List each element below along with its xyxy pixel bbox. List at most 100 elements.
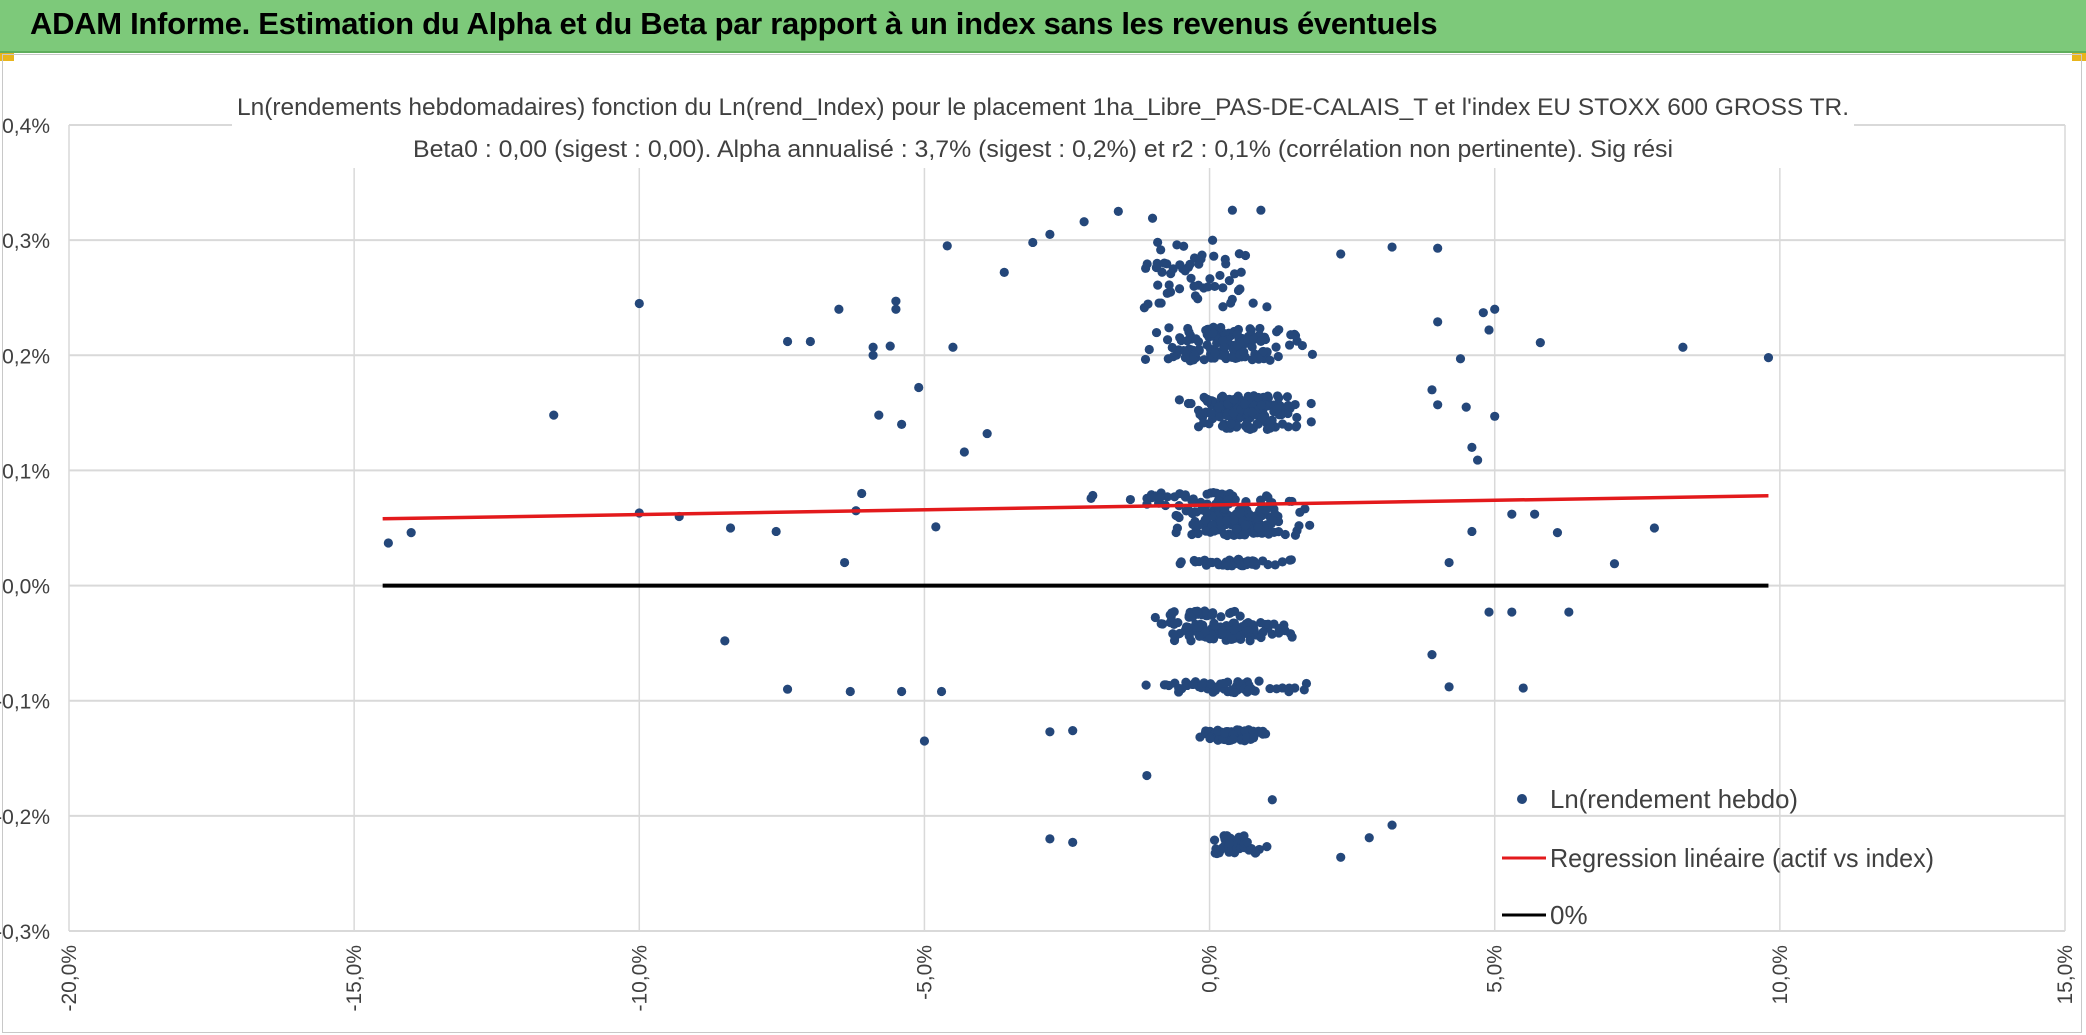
data-point xyxy=(1518,683,1528,693)
data-point xyxy=(1286,555,1296,565)
data-point xyxy=(1150,612,1160,623)
header-banner: ADAM Informe. Estimation du Alpha et du … xyxy=(0,0,2086,53)
data-point xyxy=(1227,205,1237,215)
data-point xyxy=(1227,294,1237,304)
legend-label-zero: 0% xyxy=(1550,900,1588,930)
data-point xyxy=(936,686,947,697)
data-point xyxy=(1530,509,1540,519)
data-point xyxy=(1258,346,1268,357)
data-point xyxy=(868,350,878,360)
data-point xyxy=(1239,347,1249,357)
legend-label-points: Ln(rendement hebdo) xyxy=(1550,784,1798,814)
data-point xyxy=(1068,726,1078,736)
data-point xyxy=(1229,515,1239,525)
data-point xyxy=(1188,679,1198,690)
data-point xyxy=(1239,831,1249,841)
data-point xyxy=(1202,489,1212,499)
data-point xyxy=(782,336,793,347)
y-tick-label: 0,4% xyxy=(2,115,50,138)
x-tick-label: 10,0% xyxy=(1769,945,1792,1005)
data-point xyxy=(1240,520,1251,530)
data-point xyxy=(982,428,992,439)
y-tick-label: 0,0% xyxy=(2,576,50,599)
data-point xyxy=(1272,403,1283,414)
data-point xyxy=(1282,392,1293,402)
data-point xyxy=(1433,243,1443,253)
data-point xyxy=(1248,726,1258,736)
data-point xyxy=(1207,610,1217,620)
data-point xyxy=(1209,251,1219,261)
data-point xyxy=(1193,622,1204,633)
data-point xyxy=(1271,342,1281,352)
data-point xyxy=(1045,229,1055,239)
data-point xyxy=(1763,352,1774,363)
corner-marker-left xyxy=(0,53,14,61)
data-point xyxy=(1274,628,1284,638)
data-point xyxy=(1433,400,1443,410)
x-tick-label: -10,0% xyxy=(628,945,651,1012)
data-point xyxy=(897,686,907,697)
data-point xyxy=(1245,324,1255,334)
data-point xyxy=(1249,334,1259,345)
data-point xyxy=(1153,280,1163,290)
data-point xyxy=(1484,325,1494,335)
data-point xyxy=(868,342,878,352)
data-point xyxy=(1210,281,1220,292)
data-point xyxy=(1473,455,1483,465)
data-point xyxy=(1248,733,1259,743)
data-point xyxy=(1218,335,1228,346)
data-point xyxy=(1364,833,1374,843)
data-point xyxy=(1206,679,1216,689)
legend: Ln(rendement hebdo) Regression linéaire … xyxy=(1502,784,1934,930)
data-point xyxy=(885,341,895,351)
data-point xyxy=(857,488,867,499)
x-tick-label: 0,0% xyxy=(1199,945,1222,993)
data-point xyxy=(1233,555,1244,565)
data-point xyxy=(1152,258,1162,268)
data-point xyxy=(1433,317,1443,327)
data-point xyxy=(1195,732,1205,742)
data-point xyxy=(919,736,930,746)
data-point xyxy=(1224,838,1234,849)
data-point xyxy=(1218,678,1228,689)
data-point xyxy=(1283,400,1293,411)
x-tick-label: -15,0% xyxy=(343,945,366,1012)
x-tick-label: -5,0% xyxy=(913,945,936,1000)
data-point xyxy=(1229,625,1239,635)
data-point xyxy=(383,538,393,548)
data-point xyxy=(1255,323,1265,334)
data-point xyxy=(1232,329,1242,339)
data-point xyxy=(1142,770,1152,781)
data-point xyxy=(725,523,736,533)
data-point xyxy=(948,342,958,352)
y-tick-label: -0,1% xyxy=(0,691,50,714)
data-point xyxy=(1240,250,1251,261)
data-point xyxy=(1284,687,1294,697)
regression-line xyxy=(382,494,1769,521)
data-point xyxy=(1200,515,1210,525)
data-point xyxy=(1184,631,1194,641)
corner-marker-right xyxy=(2072,53,2086,61)
data-point xyxy=(1272,327,1282,337)
data-point xyxy=(1290,330,1301,341)
legend-marker-points xyxy=(1517,794,1527,804)
data-point xyxy=(1162,335,1173,345)
x-tick-label: 15,0% xyxy=(2054,945,2077,1005)
data-point xyxy=(406,528,416,538)
data-point xyxy=(1151,327,1162,338)
data-point xyxy=(1168,629,1178,639)
data-point xyxy=(1219,728,1230,738)
data-point xyxy=(1299,685,1309,695)
data-point xyxy=(1336,852,1346,862)
data-point xyxy=(1162,288,1172,298)
data-point xyxy=(1205,274,1215,284)
data-point xyxy=(1552,528,1563,538)
data-point xyxy=(1256,618,1266,628)
data-point xyxy=(1247,355,1257,365)
data-point xyxy=(1216,612,1226,622)
data-point xyxy=(1206,408,1216,419)
data-point xyxy=(1201,726,1211,736)
data-point xyxy=(1295,507,1305,517)
data-point xyxy=(1444,557,1454,568)
data-point xyxy=(1253,523,1264,533)
